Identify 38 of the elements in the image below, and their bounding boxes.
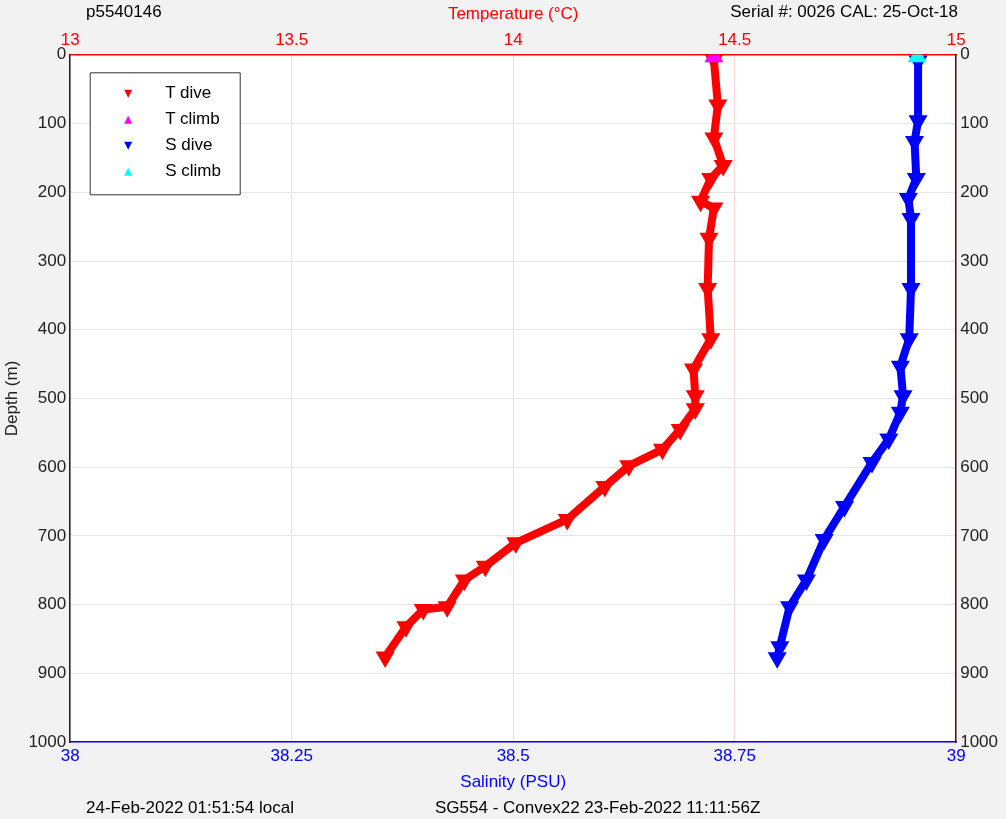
chart-subtitle: Serial #: 0026 CAL: 25-Oct-18 bbox=[730, 2, 958, 22]
legend-label: T dive bbox=[165, 83, 212, 103]
y2-tick-label: 800 bbox=[960, 594, 989, 614]
x2-axis-title: Temperature (°C) bbox=[447, 3, 579, 23]
x-tick-label: 38 bbox=[60, 746, 80, 766]
y2-tick-label: 900 bbox=[960, 663, 989, 683]
x2-tick-label: 13.5 bbox=[275, 30, 309, 50]
y-tick-label: 100 bbox=[37, 113, 67, 133]
y2-tick-label: 400 bbox=[960, 319, 989, 339]
y2-tick-label: 300 bbox=[960, 250, 989, 270]
y2-tick-label: 700 bbox=[960, 525, 989, 545]
y2-tick-label: 100 bbox=[960, 113, 989, 133]
y-tick-label: 300 bbox=[37, 250, 67, 270]
legend-label: S climb bbox=[165, 161, 221, 181]
y2-tick-label: 600 bbox=[960, 456, 989, 476]
y2-tick-label: 0 bbox=[960, 44, 970, 64]
x-tick-label: 38.75 bbox=[713, 746, 756, 766]
text: SG554 - Convex22 23-Feb-2022 11:11:56Z bbox=[435, 798, 761, 818]
y-tick-label: 400 bbox=[37, 319, 67, 339]
y-tick-label: 800 bbox=[37, 594, 67, 614]
y-tick-label: 500 bbox=[37, 388, 67, 408]
legend-label: T climb bbox=[165, 109, 220, 129]
chart-title: p5540146 bbox=[86, 2, 162, 22]
text: 24-Feb-2022 01:51:54 local bbox=[86, 798, 294, 818]
x2-tick-label: 14 bbox=[503, 30, 523, 50]
y-axis-title: Depth (m) bbox=[1, 360, 21, 437]
legend-label: S dive bbox=[165, 135, 213, 155]
y2-tick-label: 200 bbox=[960, 181, 989, 201]
x-tick-label: 39 bbox=[946, 746, 966, 766]
y-tick-label: 200 bbox=[37, 181, 67, 201]
y-tick-label: 600 bbox=[37, 456, 67, 476]
x-axis-title: Salinity (PSU) bbox=[460, 772, 567, 792]
x2-tick-label: 14.5 bbox=[718, 30, 752, 50]
x-tick-label: 38.5 bbox=[496, 746, 530, 766]
y-tick-label: 700 bbox=[37, 525, 67, 545]
y-tick-label: 900 bbox=[37, 663, 67, 683]
y2-tick-label: 500 bbox=[960, 388, 989, 408]
x-tick-label: 38.25 bbox=[270, 746, 313, 766]
